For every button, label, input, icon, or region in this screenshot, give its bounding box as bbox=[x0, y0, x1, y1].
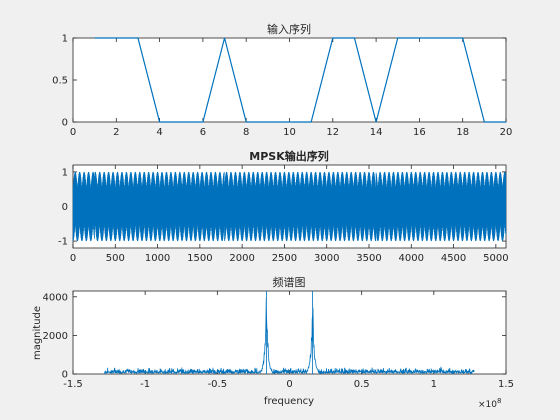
axis-ticks: 0 2 4 6 8 10 12 14 16 18 20 0 0.5 1 bbox=[52, 34, 512, 139]
y-tick-label: 1 bbox=[62, 34, 68, 45]
x-tick-label: 4500 bbox=[441, 253, 466, 264]
y-axis-label: magnitude bbox=[32, 306, 43, 360]
x-tick-label: 1.5 bbox=[498, 379, 514, 390]
x-axis-exponent: ×108 bbox=[478, 397, 501, 410]
x-tick-label: 2500 bbox=[272, 253, 297, 264]
x-tick-label: 0 bbox=[70, 253, 76, 264]
subplot-title: MPSK输出序列 bbox=[249, 149, 328, 163]
plot-area bbox=[72, 290, 507, 375]
x-tick-label: 1 bbox=[431, 379, 437, 390]
y-tick-label: 1 bbox=[62, 167, 68, 178]
x-tick-label: 6 bbox=[200, 127, 206, 138]
series-line bbox=[104, 291, 475, 375]
series-line bbox=[94, 37, 506, 123]
y-tick-label: 0 bbox=[62, 118, 68, 129]
x-tick-label: 0 bbox=[70, 127, 76, 138]
y-tick-label: 2000 bbox=[43, 331, 68, 342]
y-tick-label: 0 bbox=[62, 370, 68, 381]
x-tick-label: 16 bbox=[413, 127, 426, 138]
x-tick-label: 2 bbox=[113, 127, 119, 138]
x-tick-label: 0 bbox=[286, 379, 292, 390]
x-tick-label: 1000 bbox=[145, 253, 170, 264]
x-tick-label: 2000 bbox=[229, 253, 254, 264]
x-tick-label: 10 bbox=[283, 127, 296, 138]
y-tick-label: 4000 bbox=[43, 292, 68, 303]
x-tick-label: 1500 bbox=[187, 253, 212, 264]
subplot-title: 输入序列 bbox=[267, 22, 311, 36]
subplot-input-sequence: 输入序列 0 2 4 6 8 10 12 14 16 18 20 0 0.5 1 bbox=[52, 22, 512, 138]
subplot-title: 频谱图 bbox=[273, 275, 306, 289]
x-axis-label: frequency bbox=[264, 396, 314, 407]
subplot-mpsk-output: MPSK输出序列 0 500 1000 1500 2000 2500 3000 3500 400… bbox=[58, 149, 509, 264]
x-tick-label: 5000 bbox=[483, 253, 508, 264]
x-tick-label: -0.5 bbox=[208, 379, 228, 390]
x-tick-label: 3000 bbox=[314, 253, 339, 264]
y-tick-label: 0.5 bbox=[52, 76, 68, 87]
x-tick-label: 14 bbox=[370, 127, 383, 138]
axis-ticks: 0 500 1000 1500 2000 2500 3000 3500 4000 4500 5000… bbox=[58, 165, 509, 264]
series-line bbox=[72, 171, 507, 242]
x-tick-label: 8 bbox=[243, 127, 249, 138]
x-tick-label: 3500 bbox=[356, 253, 381, 264]
x-tick-label: 4000 bbox=[399, 253, 424, 264]
y-tick-label: 0 bbox=[62, 202, 68, 213]
x-tick-label: 500 bbox=[106, 253, 125, 264]
x-tick-label: 12 bbox=[326, 127, 339, 138]
plot-area bbox=[72, 37, 507, 123]
x-tick-label: 0.5 bbox=[354, 379, 370, 390]
x-tick-label: 20 bbox=[500, 127, 513, 138]
x-tick-label: 4 bbox=[156, 127, 162, 138]
x-tick-label: -1 bbox=[140, 379, 150, 390]
y-tick-label: -1 bbox=[58, 237, 68, 248]
subplot-spectrum: 频谱图 -1.5 -1 -0.5 0 0.5 1 1.5 0 2000 4000 frequenc… bbox=[32, 275, 514, 410]
x-tick-label: -1.5 bbox=[63, 379, 83, 390]
x-tick-label: 18 bbox=[456, 127, 469, 138]
